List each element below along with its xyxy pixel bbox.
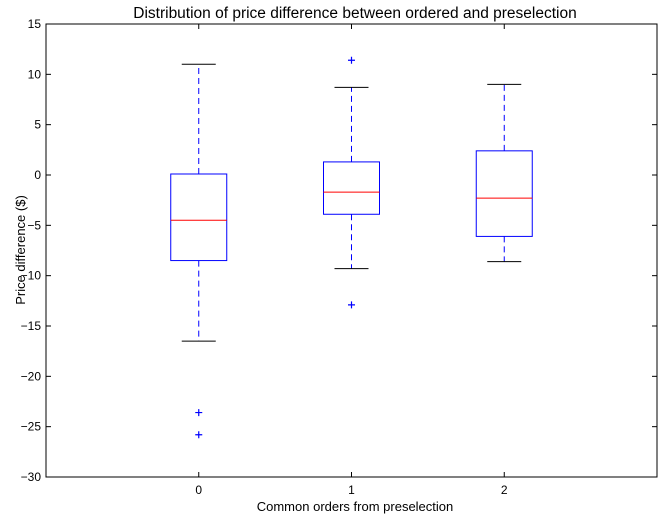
y-tick-label: 0	[34, 168, 41, 182]
box-group-0	[170, 63, 228, 439]
plot-area: 15 10 5 0 −5 −10 −15 −20 −25 −30 0 1 2	[21, 17, 658, 497]
box-iqr	[323, 161, 380, 215]
y-tick-label: −20	[21, 369, 42, 383]
y-tick-label: −15	[21, 319, 42, 333]
y-tick-label: −5	[27, 218, 41, 232]
y-tick-label: 5	[34, 118, 41, 132]
chart-title: Distribution of price difference between…	[133, 5, 576, 22]
outlier-marker	[348, 56, 355, 64]
y-tick-label: −25	[21, 420, 42, 434]
box-iqr	[170, 173, 228, 262]
x-tick-label: 1	[348, 483, 355, 497]
plot-frame	[45, 23, 658, 478]
outlier-marker	[348, 301, 355, 309]
x-tick-label: 2	[501, 483, 508, 497]
outlier-marker	[195, 431, 203, 439]
x-axis-label: Common orders from preselection	[257, 499, 454, 514]
box-iqr	[475, 150, 533, 237]
outlier-marker	[195, 409, 203, 417]
y-tick-label: 15	[28, 17, 42, 31]
y-tick-label: 10	[28, 67, 42, 81]
x-tick-label: 0	[195, 483, 202, 497]
y-tick-label: −10	[21, 269, 42, 283]
box-group-1	[323, 56, 380, 309]
y-tick-label: −30	[21, 470, 42, 484]
box-group-2	[475, 83, 533, 263]
y-axis-label: Price difference ($)	[13, 195, 28, 305]
